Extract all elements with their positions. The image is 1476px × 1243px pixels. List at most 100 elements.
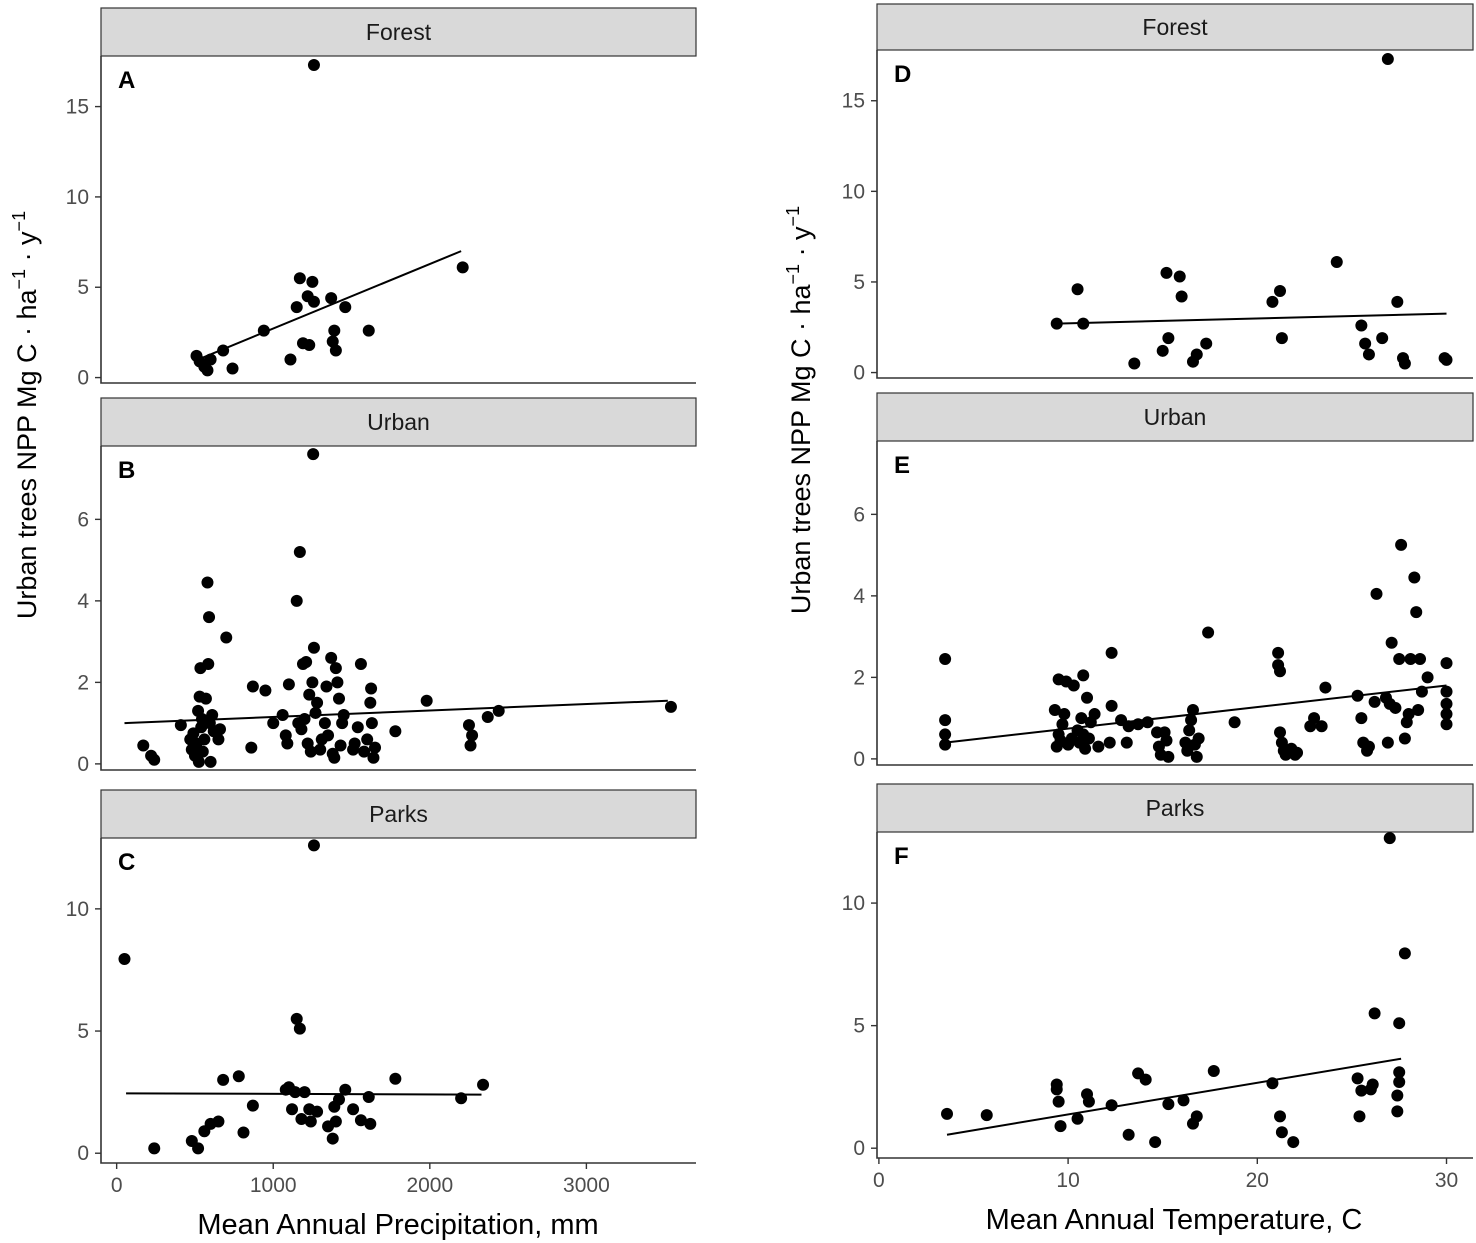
- y-tick-label: 5: [77, 276, 89, 299]
- y-tick-label: 2: [77, 671, 89, 694]
- data-point: [1389, 701, 1402, 714]
- data-point: [1319, 681, 1332, 694]
- data-point: [939, 738, 952, 751]
- data-point: [257, 324, 270, 337]
- data-point: [284, 353, 297, 366]
- data-point: [1088, 708, 1101, 721]
- data-point: [1122, 1128, 1135, 1141]
- data-point: [306, 275, 319, 288]
- data-point: [1192, 732, 1205, 745]
- data-point: [1353, 1110, 1366, 1123]
- data-point: [365, 717, 378, 730]
- data-point: [204, 755, 217, 768]
- data-point: [1050, 317, 1063, 330]
- y-tick-label: 6: [77, 508, 89, 531]
- fit-line-D: [1056, 312, 1447, 325]
- data-point: [1368, 1007, 1381, 1020]
- data-point: [326, 335, 339, 348]
- data-point: [1067, 679, 1080, 692]
- data-point: [1175, 290, 1188, 303]
- data-point: [307, 59, 320, 72]
- data-point: [298, 1086, 311, 1099]
- data-point: [1291, 746, 1304, 759]
- data-point: [365, 682, 378, 695]
- panel-letter-D: D: [894, 61, 911, 88]
- panel-A: Forest 0 5 10 15 A: [66, 7, 697, 390]
- data-point: [1202, 626, 1215, 639]
- data-point: [477, 1078, 490, 1091]
- data-point: [298, 713, 311, 726]
- data-point: [331, 676, 344, 689]
- data-point: [1173, 270, 1186, 283]
- facet-strip-D: [876, 3, 1474, 51]
- data-point: [314, 743, 327, 756]
- data-point: [1440, 708, 1453, 721]
- data-point: [358, 745, 371, 758]
- data-point: [217, 1073, 230, 1086]
- data-point: [347, 1103, 360, 1116]
- data-point: [328, 751, 341, 764]
- data-point: [1398, 732, 1411, 745]
- data-point: [492, 704, 505, 717]
- data-point: [237, 1126, 250, 1139]
- data-point: [980, 1109, 993, 1122]
- data-point: [1370, 587, 1383, 600]
- data-point: [267, 717, 280, 730]
- data-point: [198, 733, 211, 746]
- data-point: [362, 1091, 375, 1104]
- data-point: [1404, 653, 1417, 666]
- data-point: [289, 1086, 302, 1099]
- data-point: [939, 728, 952, 741]
- data-point: [282, 678, 295, 691]
- data-point: [1052, 1095, 1065, 1108]
- data-point: [318, 717, 331, 730]
- data-point: [293, 1022, 306, 1035]
- data-point: [1162, 332, 1175, 345]
- data-point: [311, 1105, 324, 1118]
- data-point: [259, 684, 272, 697]
- x-tick-label: 10: [1056, 1169, 1079, 1192]
- x-axis-title-right: Mean Annual Temperature, C: [986, 1204, 1363, 1236]
- data-point: [1410, 606, 1423, 619]
- data-point: [364, 1117, 377, 1130]
- data-point: [148, 753, 161, 766]
- data-point: [226, 362, 239, 375]
- y-tick-label: 10: [842, 180, 865, 203]
- panel-letter-F: F: [894, 843, 909, 870]
- data-point: [196, 745, 209, 758]
- y-tick-label: 10: [842, 892, 865, 915]
- y-tick-label: 10: [66, 186, 89, 209]
- data-point: [1190, 348, 1203, 361]
- data-point: [202, 658, 215, 671]
- panel-C: Parks 0 5 10 0 1000 2000 3000 C: [66, 789, 697, 1197]
- facet-label-F: Parks: [1146, 795, 1205, 821]
- facet-strip-E: [876, 392, 1474, 442]
- data-point: [232, 1070, 245, 1083]
- data-point: [1177, 1094, 1190, 1107]
- data-point: [322, 729, 335, 742]
- data-point: [1128, 357, 1141, 370]
- data-point: [281, 737, 294, 750]
- data-point: [941, 1107, 954, 1120]
- data-point: [361, 733, 374, 746]
- data-point: [212, 1115, 225, 1128]
- data-point: [325, 292, 338, 305]
- y-tick-label: 5: [77, 1020, 89, 1043]
- data-point: [367, 751, 380, 764]
- data-point: [1186, 703, 1199, 716]
- data-point: [1398, 357, 1411, 370]
- data-point: [1077, 317, 1090, 330]
- data-point: [206, 708, 219, 721]
- data-point: [1058, 708, 1071, 721]
- data-point: [199, 692, 212, 705]
- data-point: [246, 1099, 259, 1112]
- data-point: [1362, 348, 1375, 361]
- panel-D: Forest 0 5 10 15 D: [842, 3, 1474, 385]
- data-point: [1402, 708, 1415, 721]
- data-point: [1351, 1072, 1364, 1085]
- data-point: [1207, 1064, 1220, 1077]
- data-point: [1120, 736, 1133, 749]
- data-point: [303, 688, 316, 701]
- y-axis-title-right: Urban trees NPP Mg C · ha−1 · y−1: [783, 206, 816, 614]
- data-point: [286, 1103, 299, 1116]
